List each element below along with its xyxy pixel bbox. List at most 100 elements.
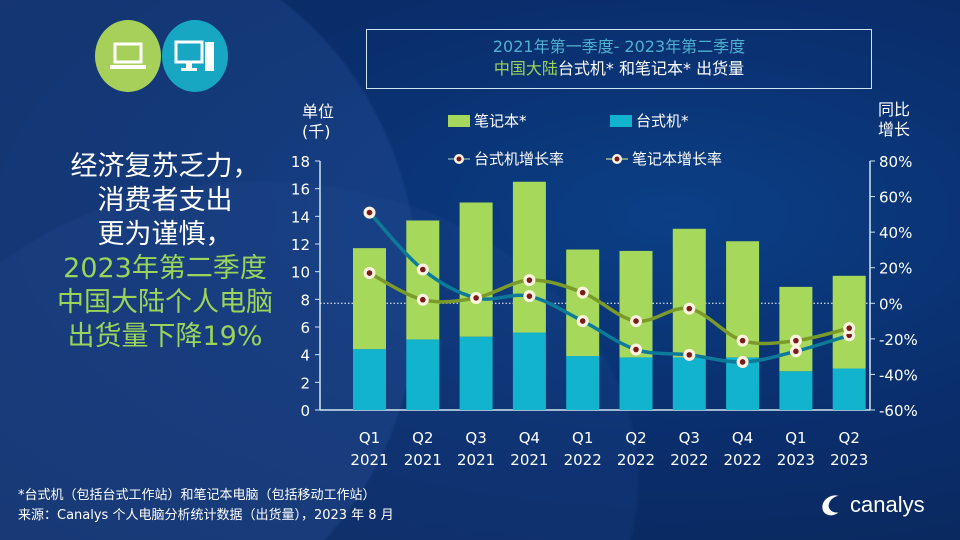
headline-line: 经济复苏乏力， [70,151,260,182]
notebook-growth-marker-dot [686,305,693,312]
bar-notebook [779,286,813,372]
x-tick-label-quarter: Q2 [625,429,646,447]
x-tick-label-year: 2022 [724,451,762,469]
legend-swatch [610,114,632,127]
notebook-growth-marker-dot [793,337,799,344]
chart-title-line2: 中国大陆台式机* 和笔记本* 出货量 [367,58,871,80]
notebook-growth-marker-dot [739,337,746,344]
y-tick-label: 18 [291,153,310,171]
desktop-growth-marker-dot [739,359,746,365]
y2-tick-label: 0% [879,295,903,313]
legend-desktop: 台式机* [610,110,689,131]
headline-line: 消费者支出 [97,185,233,216]
bar-desktop [672,357,706,410]
legend-label: 笔记本* [474,112,527,130]
x-tick-label-year: 2021 [457,451,495,469]
desktop-growth-marker-dot [420,266,426,273]
y-axis-title: 单位 (千) [302,102,334,142]
notebook-growth-marker-dot [526,277,533,283]
y2-tick-label: -20% [879,331,918,349]
bar-desktop [512,332,546,410]
bar-notebook [832,275,866,369]
x-tick-label-quarter: Q2 [412,429,433,447]
y2-tick-label: 60% [879,189,912,207]
x-tick-label-quarter: Q1 [359,429,380,447]
headline: 经济复苏乏力， 消费者支出 更为谨慎， 2023年第二季度 中国大陆个人电脑 出… [20,150,310,354]
canalys-logo-icon [822,495,839,516]
x-tick-label-year: 2021 [350,451,388,469]
bar-notebook [566,249,600,357]
bar-desktop [353,349,386,410]
desktop-growth-marker-dot [686,352,693,358]
legend-marker [448,153,470,164]
laptop-icon [95,20,161,92]
y-axis-title-line: (千) [302,122,331,141]
notebook-growth-line [368,271,850,346]
notebook-growth-marker-dot [473,295,479,301]
notebook-growth-marker-dot [633,318,639,324]
x-tick-label-year: 2021 [510,451,548,469]
x-tick-label-year: 2022 [617,451,655,469]
legend-label: 台式机* [636,112,689,130]
bar-desktop [459,336,493,410]
headline-line: 2023年第二季度 [63,253,267,284]
y-tick-label: 8 [300,291,310,309]
canalys-logo: canalys [818,492,925,518]
x-tick-label-year: 2023 [777,451,815,469]
x-tick-label-year: 2023 [830,451,868,469]
x-tick-label-quarter: Q3 [679,429,700,447]
title-highlight: 中国大陆 [493,59,558,78]
chart-title-box: 2021年第一季度- 2023年第二季度 中国大陆台式机* 和笔记本* 出货量 [366,29,872,89]
y2-tick-label: 20% [879,260,912,278]
desktop-growth-marker-dot [793,348,799,355]
desktop-growth-line [368,211,850,364]
y-axis-title-line: 单位 [302,102,335,121]
bar-desktop [619,357,653,410]
source-note: 来源：Canalys 个人电脑分析统计数据（出货量），2023 年 8 月 [18,508,394,523]
y2-tick-label: 40% [879,224,912,242]
legend-label: 笔记本增长率 [632,150,723,168]
chart-title-line1: 2021年第一季度- 2023年第二季度 [492,37,746,56]
x-tick-label-year: 2022 [564,451,602,469]
bar-notebook [619,250,653,358]
legend-notebook: 笔记本* [448,110,527,131]
x-tick-label-quarter: Q2 [839,429,860,447]
desktop-growth-marker-dot [366,209,373,216]
y2-tick-label: -60% [879,402,918,420]
bar-notebook [353,248,386,350]
x-tick-label-quarter: Q3 [465,429,486,447]
y-tick-label: 16 [291,181,310,199]
x-tick-label-quarter: Q1 [785,429,806,447]
x-tick-label-quarter: Q4 [519,429,540,447]
desktop-growth-marker-dot [633,346,639,353]
x-tick-label-quarter: Q4 [732,429,753,447]
desktop-growth-marker-dot [526,293,533,299]
bar-notebook [512,181,546,333]
notebook-growth-marker-dot [579,289,586,296]
headline-line: 中国大陆个人电脑 [57,287,273,318]
desktop-computer-icon [162,20,228,92]
x-tick-label-year: 2022 [670,451,708,469]
x-tick-label-year: 2021 [404,451,442,469]
bar-notebook [459,202,493,337]
notebook-growth-marker-dot [420,296,426,303]
legend-marker [606,153,628,164]
legend-label: 台式机增长率 [474,150,565,168]
notebook-growth-marker-dot [846,325,852,331]
y2-tick-label: -40% [879,366,918,384]
bar-notebook [672,228,706,358]
y-tick-label: 4 [300,347,310,365]
legend-swatch [448,114,470,127]
bar-desktop [566,356,600,410]
y-tick-label: 12 [291,236,310,254]
bar-desktop [406,339,440,410]
y-tick-label: 6 [300,319,310,337]
y2-axis-title-line: 增长 [878,120,911,139]
footnote: *台式机（包括台式工作站）和笔记本电脑（包括移动工作站） [18,488,376,503]
headline-line: 更为谨慎， [97,219,233,250]
notebook-growth-marker-dot [366,270,373,276]
y2-axis-title-line: 同比 [878,100,911,119]
y-tick-label: 10 [291,264,310,282]
y-tick-label: 0 [300,402,310,420]
bar-desktop [779,371,813,410]
